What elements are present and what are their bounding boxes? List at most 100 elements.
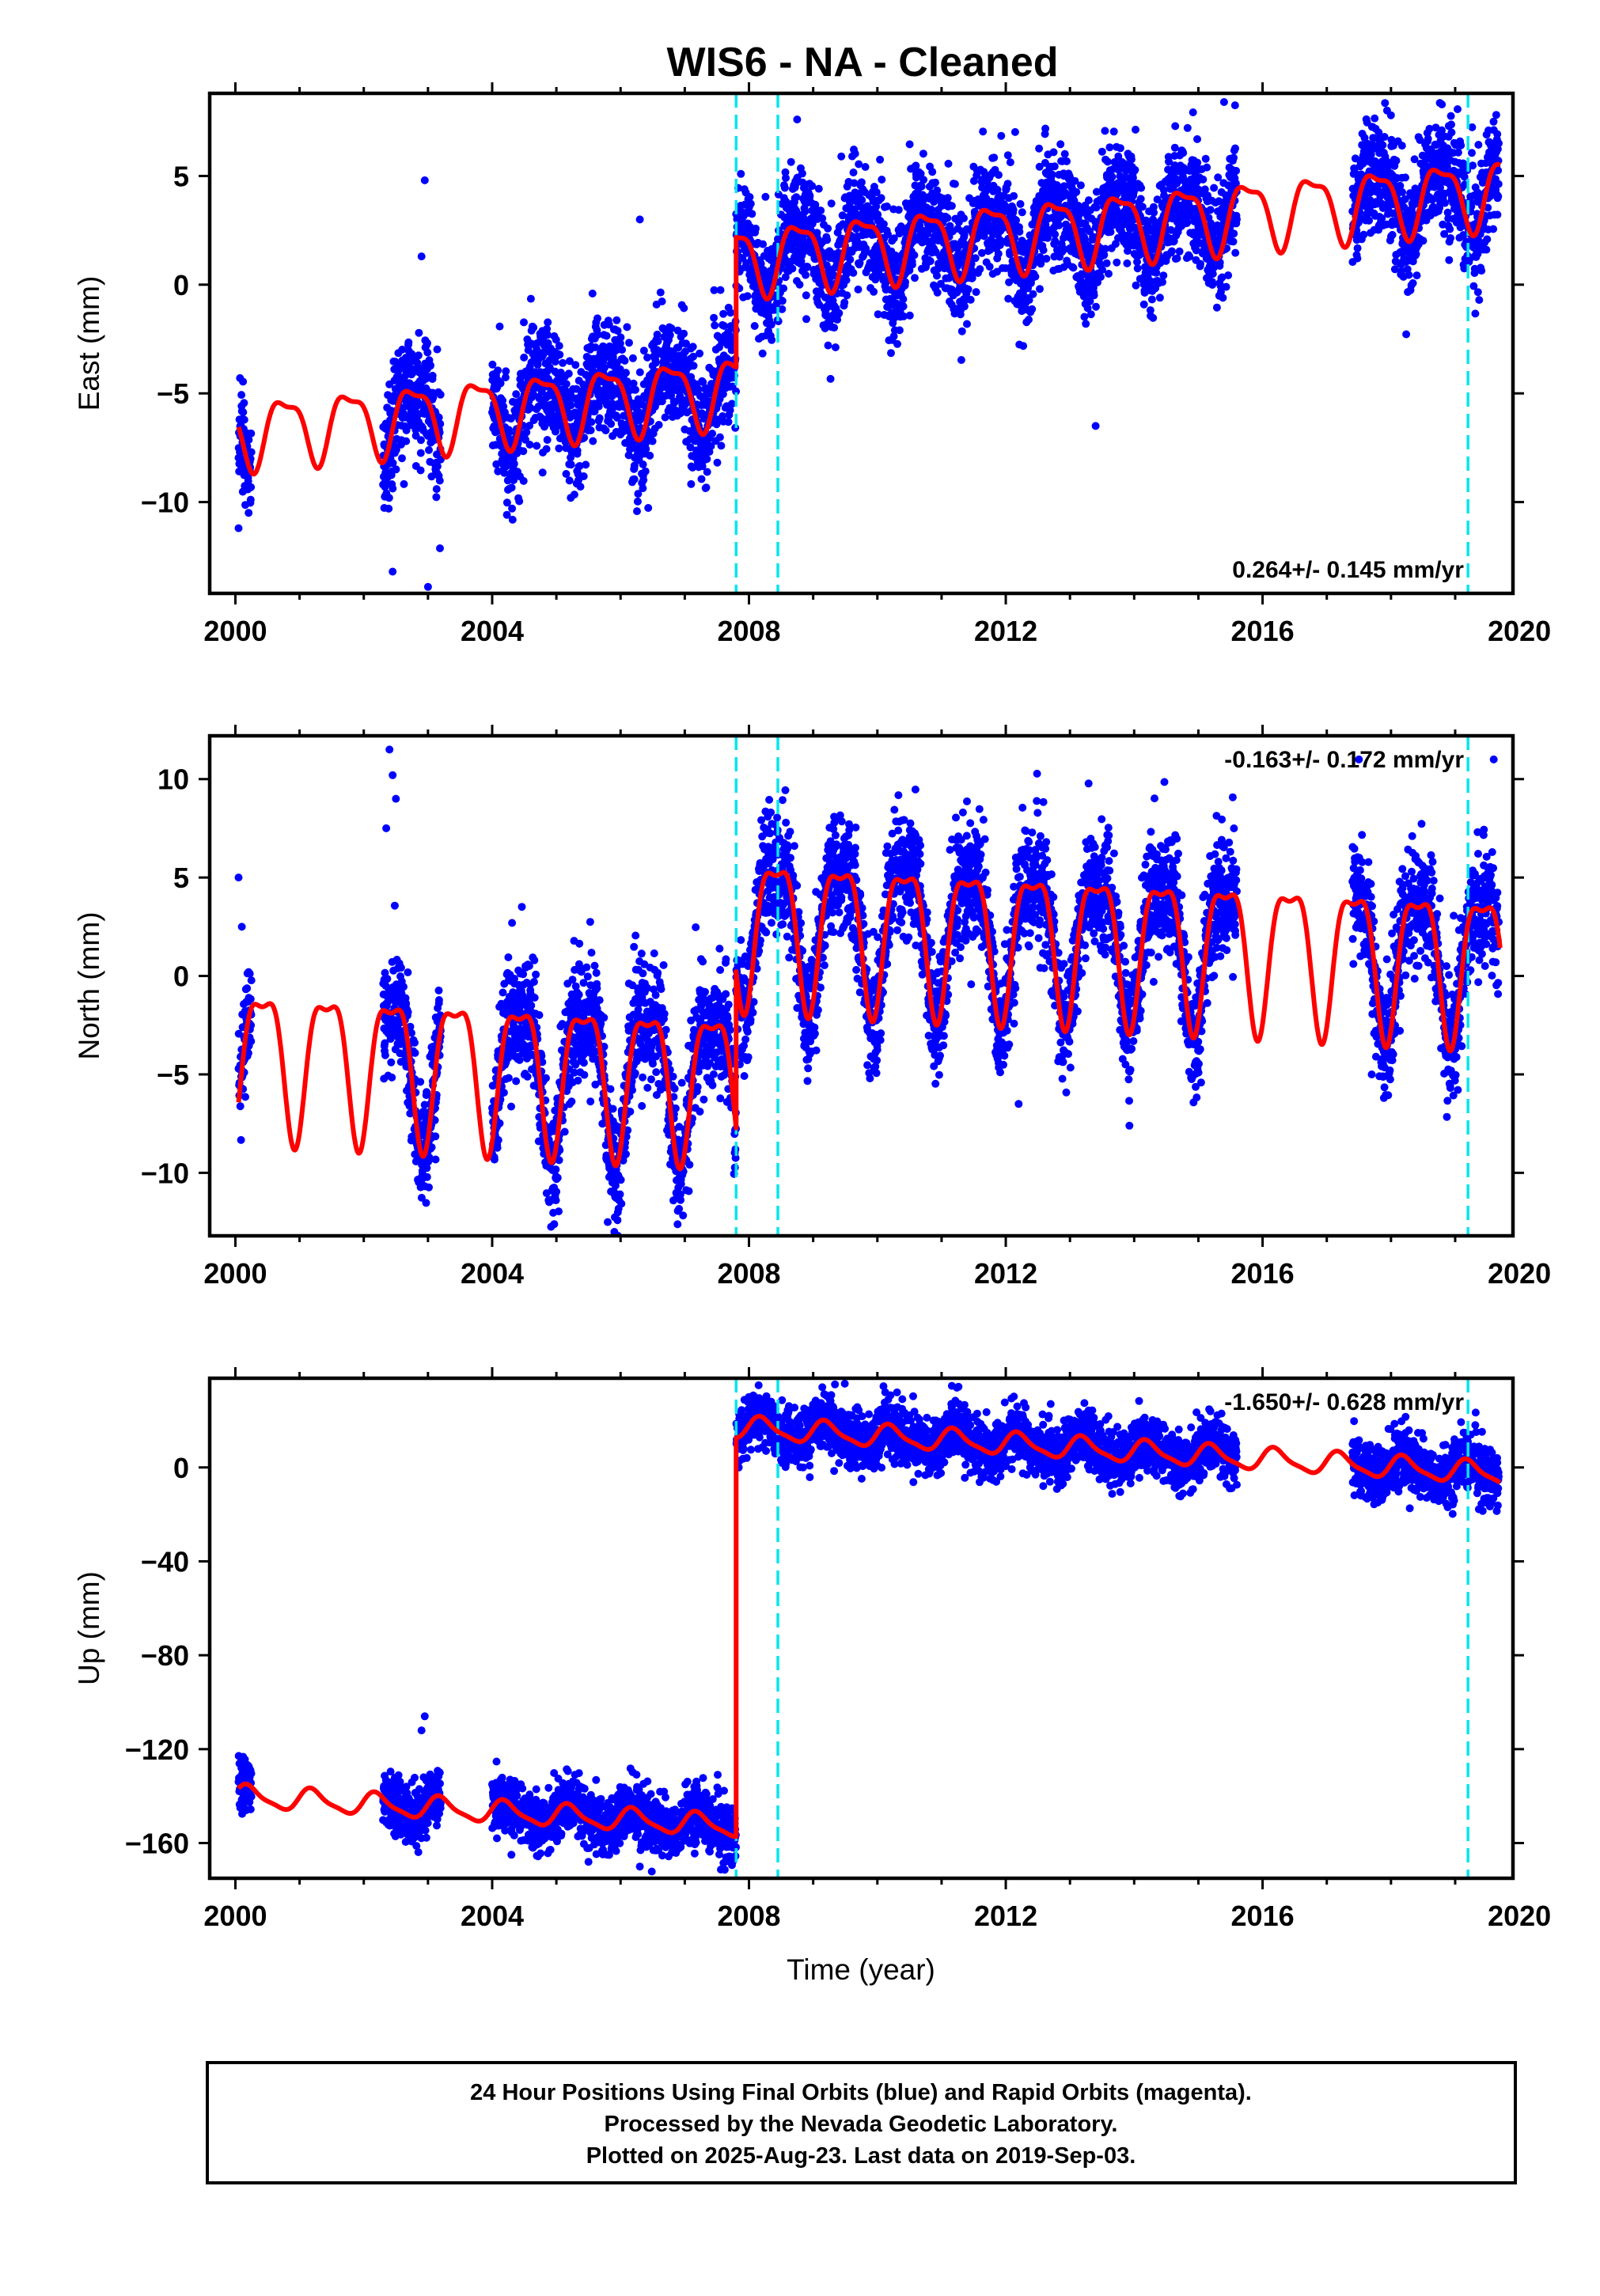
data-point [1123,259,1132,267]
data-point [502,367,510,376]
data-point [1469,161,1477,170]
data-point [411,426,420,434]
data-point [887,349,895,358]
data-point [1150,208,1158,217]
data-point [392,445,400,454]
data-point [947,202,956,210]
data-point [607,419,616,428]
data-point [244,477,252,485]
data-point [246,495,255,504]
data-point [429,393,438,402]
data-point [1189,108,1197,116]
data-point [1183,123,1192,132]
data-point [423,339,431,347]
data-point [806,191,814,200]
data-point [623,377,631,386]
data-point [508,515,517,524]
data-point [798,169,806,178]
data-point [237,391,246,400]
data-point [1133,264,1142,273]
data-point [1108,172,1117,181]
data-point [1371,114,1379,123]
data-point [778,297,787,305]
data-point [622,369,630,377]
data-point [656,288,665,297]
data-point [1457,141,1465,150]
data-point [639,475,648,484]
data-point [245,435,253,444]
data-point [633,507,641,516]
data-point [1233,215,1241,224]
data-point [519,476,528,485]
data-point [565,476,574,485]
data-point [1353,244,1362,252]
data-point [579,472,588,480]
data-point [835,309,844,317]
data-point [1419,237,1427,245]
data-point [1092,302,1100,311]
data-point [837,152,846,161]
data-point [552,335,560,344]
data-point [1398,188,1406,196]
data-point [571,361,580,369]
data-point [990,153,999,162]
data-point [432,485,441,494]
data-point [625,339,633,347]
data-point [688,464,697,472]
data-point [1147,295,1156,304]
data-point [689,362,698,370]
data-point [567,460,575,469]
data-point [1454,105,1462,113]
data-point [624,451,633,460]
data-point [795,280,804,289]
data-point [1016,199,1025,208]
data-point [1359,230,1368,239]
data-point [1035,144,1044,153]
data-point [1029,290,1037,298]
data-point [567,401,575,410]
data-point [502,498,511,507]
data-point [950,180,959,188]
data-point [1230,101,1239,110]
data-point [1105,143,1114,152]
data-point [1231,248,1240,257]
data-point [1446,112,1455,120]
data-point [687,479,696,488]
data-point [641,467,650,475]
data-point [648,437,657,445]
data-point [612,316,621,324]
data-point [1138,203,1147,211]
data-point [1060,150,1069,158]
data-point [1168,247,1176,256]
data-point [1137,184,1146,192]
data-point [779,284,788,293]
data-point [618,346,627,354]
data-point [1132,125,1139,134]
data-point [589,437,597,445]
data-point [676,392,684,401]
data-point [389,459,397,468]
data-point [591,343,600,351]
data-point [849,268,858,277]
data-point [495,322,504,331]
data-point [944,159,953,168]
data-point [787,157,795,166]
data-point [750,322,759,330]
data-point [639,484,647,493]
data-point [1386,111,1395,119]
data-point [593,314,601,323]
data-point [870,287,878,296]
data-point [849,169,858,176]
data-point [840,298,849,307]
data-point [555,444,563,453]
data-point [778,305,787,313]
data-point [573,446,582,455]
data-point [824,224,832,233]
data-point [846,256,855,264]
data-point [1222,282,1230,291]
data-point [801,207,809,216]
data-point [792,193,801,202]
data-point [710,313,718,322]
